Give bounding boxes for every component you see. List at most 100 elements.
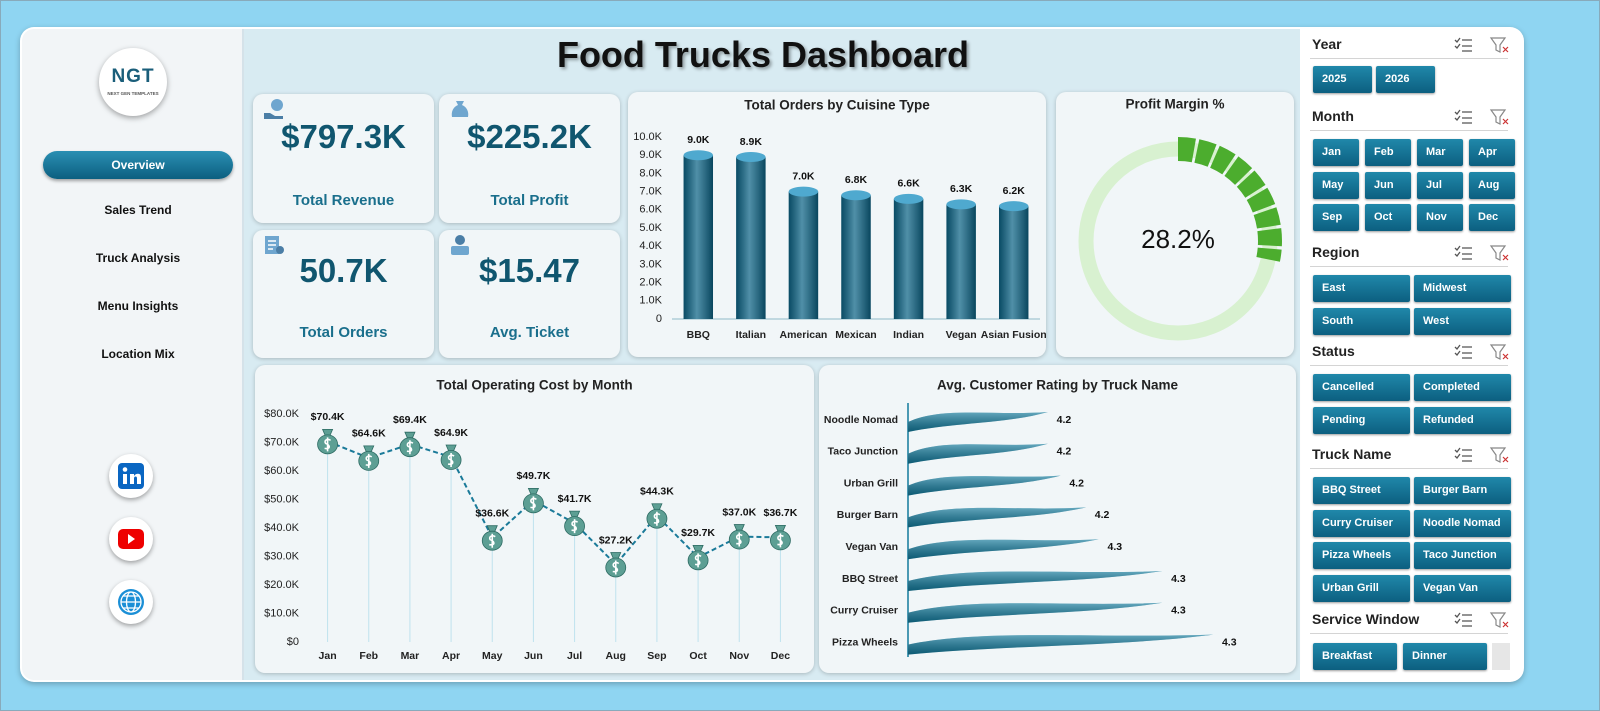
x-tick-label: May — [482, 650, 503, 662]
icon — [1454, 612, 1472, 627]
slicer-button[interactable]: Burger Barn — [1414, 477, 1511, 504]
slicer-button[interactable]: Midwest — [1414, 275, 1511, 302]
chart: Profit Margin % 28.2% — [1078, 97, 1282, 341]
ribbon-shine — [908, 539, 1099, 560]
bar — [908, 571, 1163, 591]
multi-select-icon[interactable] — [1453, 108, 1473, 126]
bar-shine — [736, 157, 766, 319]
multi-select-icon[interactable] — [1453, 36, 1473, 54]
nav-item[interactable]: Sales Trend — [104, 203, 172, 217]
money-bag-marker — [564, 510, 585, 537]
x-tick-label: Feb — [359, 650, 378, 662]
slicer-button[interactable]: Vegan Van — [1414, 574, 1511, 602]
slicer-button[interactable]: Taco Junction — [1414, 542, 1511, 570]
bag-sign — [735, 532, 743, 547]
clear-filter-icon[interactable] — [1489, 446, 1509, 464]
slicer-button[interactable]: West — [1414, 307, 1511, 335]
kpi-card: $225.2K Total Profit — [439, 94, 620, 223]
slicer-button[interactable] — [1492, 643, 1510, 670]
icon — [1454, 37, 1472, 52]
value-label: $64.9K — [434, 427, 468, 439]
icon — [1454, 344, 1472, 359]
icon — [1489, 245, 1509, 261]
website-button[interactable] — [109, 580, 153, 624]
slicer-button[interactable]: Urban Grill — [1313, 574, 1410, 602]
ribbon-shine — [908, 412, 1048, 432]
clear-filter-icon[interactable] — [1489, 108, 1509, 126]
slicer-button[interactable]: May — [1313, 171, 1359, 199]
multi-select-icon[interactable] — [1453, 611, 1473, 629]
nav-item[interactable]: Truck Analysis — [95, 251, 181, 265]
multi-select-icon[interactable] — [1453, 343, 1473, 361]
slicer-button[interactable]: Nov — [1417, 204, 1463, 232]
slicer-divider — [1310, 266, 1508, 267]
chart-card: Avg. Customer Rating by Truck Name Noodle… — [819, 365, 1296, 673]
money-bag-marker — [317, 428, 338, 455]
clear-filter-icon[interactable] — [1489, 343, 1509, 361]
chart: Total Orders by Cuisine Type 0 1.0K 2.0K 3.0… — [633, 98, 1046, 341]
slicer-button[interactable]: Dinner — [1403, 643, 1487, 670]
ribbon-shine — [908, 634, 1214, 655]
slicer-button[interactable]: Pending — [1313, 406, 1410, 434]
slicer-button[interactable]: Aug — [1469, 171, 1515, 199]
slicer-button[interactable]: East — [1313, 275, 1410, 302]
slicer-button[interactable]: 2026 — [1376, 66, 1435, 93]
clear-filter-icon[interactable] — [1489, 611, 1509, 629]
kpi-label: Avg. Ticket — [489, 324, 570, 341]
y-tick-label: 1.0K — [639, 295, 662, 307]
slicer-button[interactable]: Jul — [1417, 171, 1463, 199]
nav-item[interactable]: Location Mix — [101, 347, 175, 361]
value-label: 4.2 — [1057, 414, 1072, 426]
multi-select-icon[interactable] — [1453, 244, 1473, 262]
slicer-button[interactable]: Cancelled — [1313, 374, 1410, 401]
y-tick-label: Curry Cruiser — [830, 605, 898, 617]
slicer-divider — [1310, 468, 1508, 469]
slicer-button[interactable]: BBQ Street — [1313, 477, 1410, 504]
slicer-button[interactable]: Breakfast — [1313, 643, 1397, 670]
bag-sign — [530, 496, 537, 511]
nav-item[interactable]: Menu Insights — [97, 299, 179, 313]
slicer-button[interactable]: Apr — [1469, 139, 1515, 166]
slicer-button[interactable]: South — [1313, 307, 1410, 335]
slicer-button[interactable]: Feb — [1365, 139, 1411, 166]
chart: Total Operating Cost by Month $0 $10.0K $20… — [264, 378, 798, 662]
bar — [908, 443, 1048, 464]
slicer-button[interactable]: Noodle Nomad — [1414, 509, 1511, 537]
bag-sign — [365, 453, 373, 468]
slicer-button[interactable]: 2025 — [1313, 66, 1372, 93]
logo[interactable]: NGT NEXT GEN TEMPLATES — [99, 48, 167, 116]
multi-select-icon[interactable] — [1453, 446, 1473, 464]
money-bag-marker — [523, 487, 544, 514]
bar — [908, 539, 1099, 560]
slicer-button[interactable]: Pizza Wheels — [1313, 542, 1410, 570]
slicer-button[interactable]: Jan — [1313, 139, 1359, 166]
icon — [1489, 447, 1509, 463]
value-label: 4.3 — [1107, 541, 1122, 553]
kpi-value: $797.3K — [281, 118, 406, 155]
value-label: 7.0K — [792, 170, 815, 182]
value-label: 6.6K — [897, 178, 920, 190]
clear-filter-icon[interactable] — [1489, 244, 1509, 262]
y-tick-label: 8.0K — [639, 167, 662, 179]
clear-filter-icon[interactable] — [1489, 36, 1509, 54]
slicer-button[interactable]: Curry Cruiser — [1313, 509, 1410, 537]
bag-sign — [488, 533, 496, 548]
bar — [998, 201, 1029, 319]
slicer-button[interactable]: Dec — [1469, 204, 1515, 232]
slicer-button[interactable]: Refunded — [1414, 406, 1511, 434]
value-label: $41.7K — [558, 493, 592, 505]
x-tick-label: Vegan — [946, 329, 977, 341]
slicer-button[interactable]: Jun — [1365, 171, 1411, 199]
slicer-button[interactable]: Oct — [1365, 204, 1411, 232]
x-tick-label: Jan — [319, 650, 337, 662]
youtube-button[interactable] — [109, 517, 153, 561]
slicer-button[interactable]: Mar — [1417, 139, 1463, 166]
chart-card: Total Orders by Cuisine Type 0 1.0K 2.0K 3.0… — [628, 92, 1047, 357]
slicer-button[interactable]: Sep — [1313, 204, 1359, 232]
slicer-button[interactable]: Completed — [1414, 374, 1511, 401]
slicer-title: Month — [1312, 108, 1354, 124]
nav-item[interactable]: Overview — [43, 151, 233, 179]
money-bag-marker — [646, 503, 668, 529]
linkedin-button[interactable] — [109, 454, 153, 498]
kpi-card: 50.7K Total Orders — [253, 230, 434, 358]
